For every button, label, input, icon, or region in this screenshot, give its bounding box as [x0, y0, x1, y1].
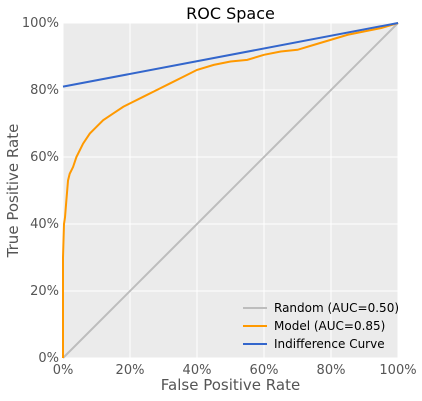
x-tick-label: 100%	[379, 363, 416, 378]
legend-item-model: Model (AUC=0.85)	[243, 319, 385, 333]
y-tick-label: 100%	[22, 16, 59, 31]
legend-item-indifference: Indifference Curve	[243, 337, 385, 351]
model-roc-line	[62, 22, 399, 358]
chart-title: ROC Space	[186, 4, 275, 23]
x-tick-label: 40%	[183, 363, 212, 378]
indifference-line	[62, 22, 399, 88]
y-tick-label: 80%	[30, 83, 59, 98]
y-tick-label: 40%	[30, 217, 59, 232]
y-tick-label: 0%	[38, 351, 59, 366]
y-tick-label: 60%	[30, 150, 59, 165]
legend-label-random: Random (AUC=0.50)	[274, 301, 399, 315]
random-line	[62, 22, 399, 359]
legend-label-model: Model (AUC=0.85)	[274, 319, 385, 333]
y-tick-label: 20%	[30, 284, 59, 299]
x-tick-labels: 0% 20% 40% 60% 80% 100%	[53, 363, 417, 378]
x-tick-label: 20%	[116, 363, 145, 378]
series-layer	[62, 22, 399, 359]
x-tick-label: 0%	[53, 363, 74, 378]
legend: Random (AUC=0.50) Model (AUC=0.85) Indif…	[243, 301, 399, 351]
x-tick-label: 80%	[317, 363, 346, 378]
y-tick-labels: 0% 20% 40% 60% 80% 100%	[22, 16, 59, 366]
grid-lines	[62, 22, 399, 359]
legend-label-indifference: Indifference Curve	[274, 337, 385, 351]
y-axis-label: True Positive Rate	[4, 124, 22, 259]
x-axis-label: False Positive Rate	[161, 376, 300, 394]
x-tick-label: 60%	[250, 363, 279, 378]
legend-item-random: Random (AUC=0.50)	[243, 301, 399, 315]
